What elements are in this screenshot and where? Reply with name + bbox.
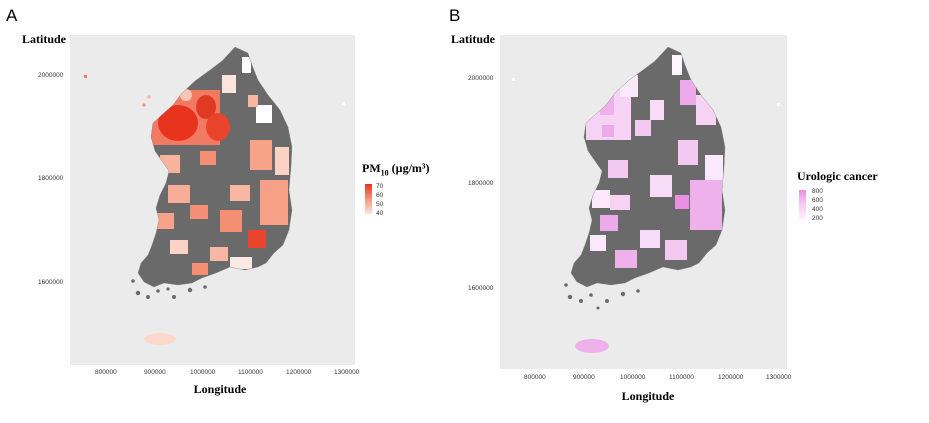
panel-b-legend-tick: 600 (812, 197, 823, 204)
panel-a-y-axis-label: Latitude (22, 32, 67, 46)
panel-b-xtick: 900000 (573, 374, 595, 381)
panel-b-x-axis-label: Longitude (621, 389, 675, 403)
panel-a-legend-tick: 70 (376, 183, 384, 190)
panel-b-ytick: 1600000 (468, 285, 494, 292)
legend-title-unit: (µg/m³) (388, 161, 430, 175)
legend-title-subscript: 10 (380, 168, 389, 178)
panel-b-xtick: 1300000 (766, 374, 792, 381)
panel-a-legend-tick: 40 (376, 210, 384, 217)
panel-b-legend-tick: 800 (812, 188, 823, 195)
panel-b-xtick: 1000000 (620, 374, 646, 381)
panel-a-legend-title: PM10 (µg/m³) (362, 161, 430, 177)
panel-a-ytick: 2000000 (38, 72, 64, 79)
panel-b-letter: B (449, 6, 461, 25)
panel-b-y-axis-label: Latitude (451, 32, 496, 46)
panel-a-legend-tick: 60 (376, 192, 384, 199)
panel-a-xtick: 1300000 (334, 369, 360, 376)
panel-a-x-axis-label: Longitude (193, 382, 247, 396)
panel-a-letter: A (6, 6, 18, 25)
panel-a-xtick: 1200000 (286, 369, 312, 376)
panel-b-legend-tick: 200 (812, 215, 823, 222)
panel-b-legend-colorbar (799, 190, 806, 220)
panel-b-xtick: 800000 (524, 374, 546, 381)
legend-title-pm: PM (362, 161, 381, 175)
panel-b-legend-title: Urologic cancer (797, 169, 878, 183)
panel-b-ytick: 2000000 (468, 75, 494, 82)
panel-a-xtick: 1100000 (238, 369, 263, 376)
panel-b-ytick: 1800000 (468, 180, 494, 187)
panel-a-ytick: 1600000 (38, 279, 64, 286)
panel-b-xtick: 1100000 (669, 374, 694, 381)
panel-a-legend-colorbar (365, 184, 372, 214)
panel-a-korea-map (84, 46, 345, 345)
panel-a-ytick: 1800000 (38, 175, 64, 182)
panel-a-xtick: 900000 (144, 369, 166, 376)
panel-a-legend-tick: 50 (376, 201, 384, 208)
panel-a-xtick: 1000000 (190, 369, 216, 376)
panel-b-xtick: 1200000 (718, 374, 744, 381)
panel-b-korea-map (512, 46, 780, 353)
panel-b-legend-tick: 400 (812, 206, 823, 213)
panel-a-xtick: 800000 (95, 369, 117, 376)
